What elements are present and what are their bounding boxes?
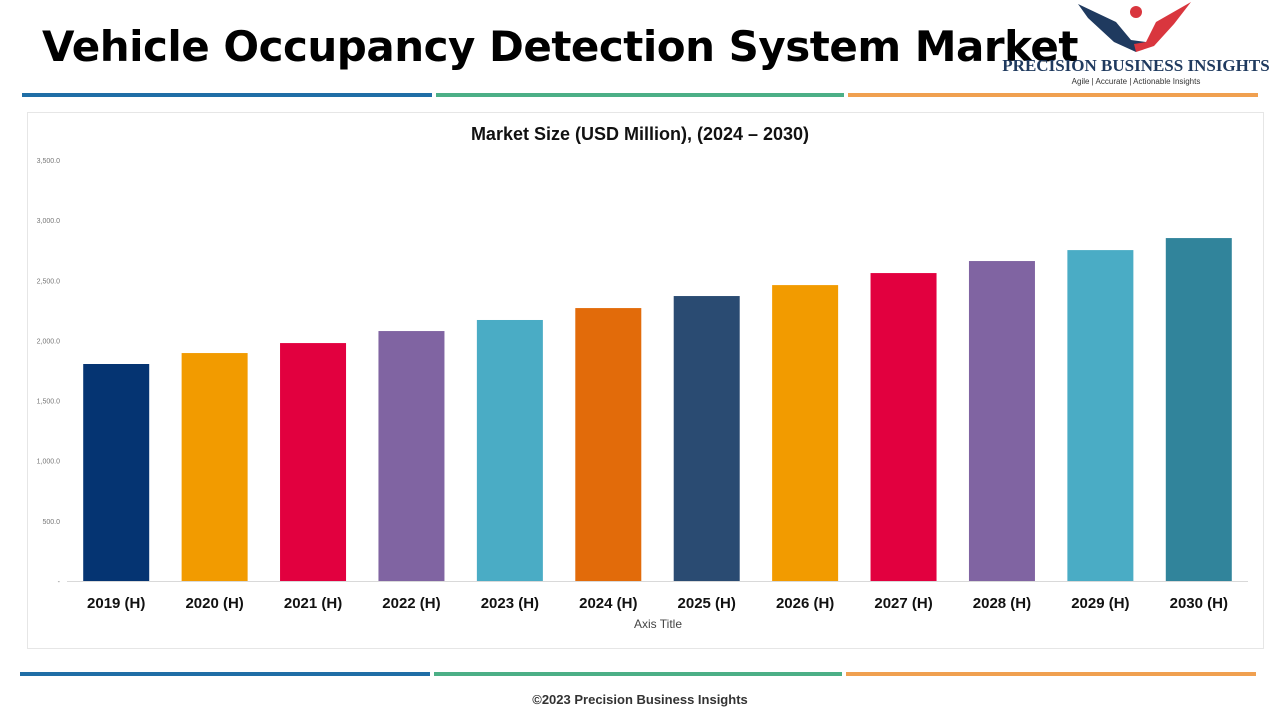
bar-2021 (280, 343, 347, 581)
x-tick-label: 2020 (H) (185, 595, 243, 612)
x-tick-label: 2027 (H) (874, 595, 932, 612)
bar-2025 (673, 296, 740, 581)
logo-name: PRECISION BUSINESS INSIGHTS (1002, 56, 1270, 75)
footer-copyright: ©2023 Precision Business Insights (532, 692, 748, 707)
bar-2027 (870, 273, 937, 581)
x-tick-label: 2026 (H) (776, 595, 834, 612)
x-tick-label: 2028 (H) (973, 595, 1031, 612)
chart-panel (27, 112, 1264, 649)
bottom-rule-orange (846, 672, 1256, 676)
bar-2023 (476, 319, 543, 581)
y-tick-label: 3,000.0 (37, 218, 60, 225)
y-tick-label: 1,000.0 (37, 459, 60, 466)
x-tick-label: 2023 (H) (481, 595, 539, 612)
company-logo: PRECISION BUSINESS INSIGHTS Agile | Accu… (996, 0, 1276, 92)
eagle-handshake-icon (1078, 2, 1191, 52)
logo-tagline: Agile | Accurate | Actionable Insights (1071, 77, 1201, 86)
chart-title: Market Size (USD Million), (2024 – 2030) (470, 124, 810, 144)
x-axis-title: Axis Title (634, 617, 682, 631)
bottom-rule-green (434, 672, 842, 676)
x-tick-label: 2024 (H) (579, 595, 637, 612)
bar-2019 (83, 364, 150, 581)
x-tick-label: 2029 (H) (1071, 595, 1129, 612)
x-tick-label: 2030 (H) (1170, 595, 1228, 612)
top-rule-orange (848, 93, 1258, 97)
bar-2029 (1067, 250, 1134, 581)
y-tick-label: 3,500.0 (37, 158, 60, 165)
bar-2028 (968, 261, 1035, 581)
x-tick-label: 2025 (H) (678, 595, 736, 612)
y-tick-label: 2,500.0 (37, 278, 60, 285)
bottom-rule-blue (20, 672, 430, 676)
top-rule-blue (22, 93, 432, 97)
x-tick-label: 2021 (H) (284, 595, 342, 612)
bar-2022 (378, 331, 445, 581)
y-tick-label: 1,500.0 (37, 399, 60, 406)
bar-2020 (181, 353, 248, 581)
y-tick-label: 500.0 (42, 519, 60, 526)
x-tick-label: 2022 (H) (382, 595, 440, 612)
bar-2030 (1165, 238, 1232, 581)
bar-2026 (772, 285, 839, 581)
page-title: Vehicle Occupancy Detection System Marke… (42, 22, 1078, 71)
y-tick-label: 2,000.0 (37, 338, 60, 345)
x-tick-label: 2019 (H) (87, 595, 145, 612)
bar-2024 (575, 308, 642, 581)
y-tick-label: - (58, 579, 61, 586)
top-rule-green (436, 93, 844, 97)
